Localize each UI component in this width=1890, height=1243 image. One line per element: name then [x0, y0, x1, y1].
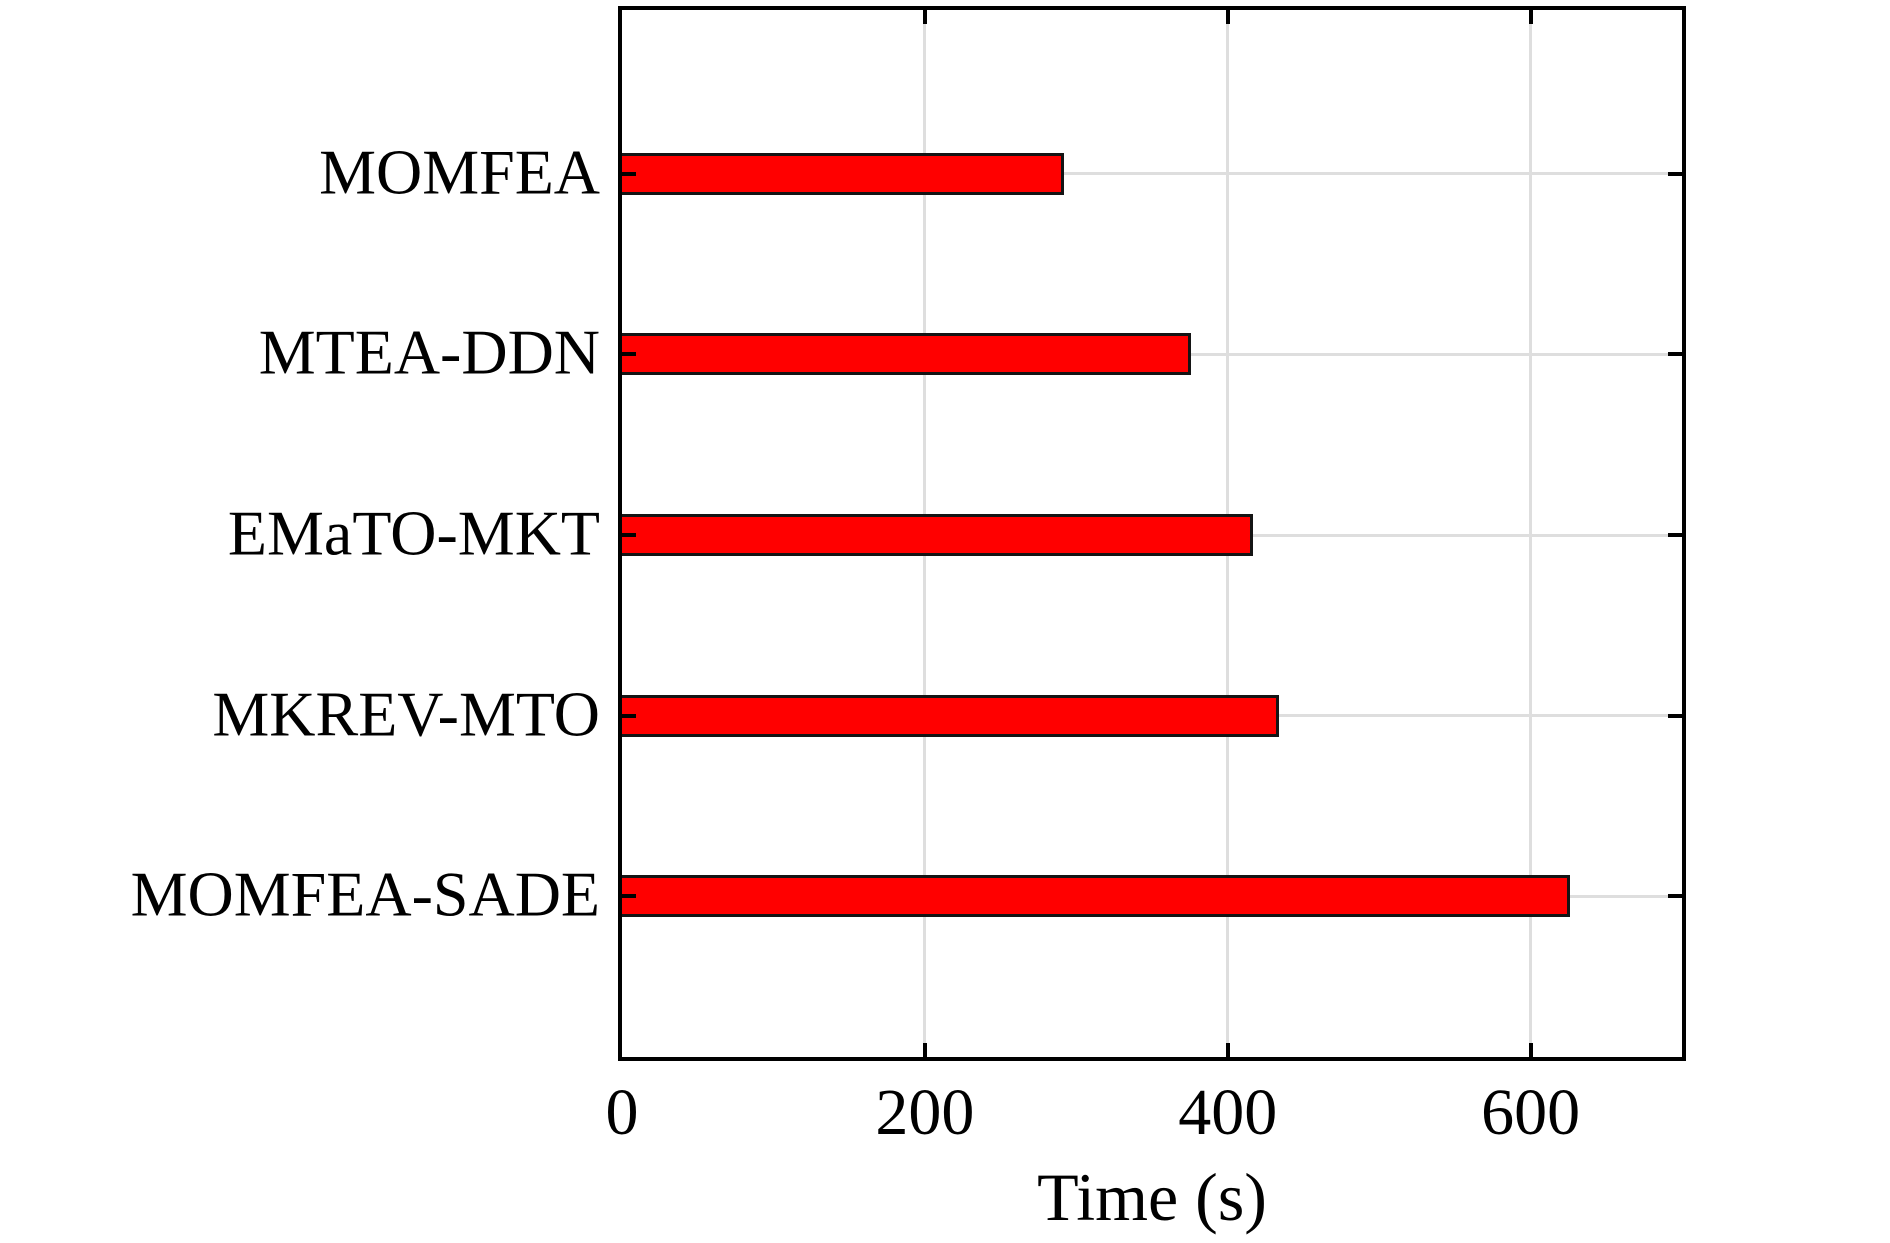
bottom-axis-tick-200 [922, 1043, 927, 1057]
top-axis-tick-200 [922, 10, 927, 24]
bar-momfea [622, 152, 1065, 195]
x-tick-label-0: 0 [605, 1076, 639, 1149]
right-axis-tick-momfea-sade [1668, 894, 1682, 899]
top-axis-tick-400 [1225, 10, 1230, 24]
x-axis-title: Time (s) [1037, 1159, 1267, 1235]
right-axis-tick-mtea-ddn [1668, 352, 1682, 357]
y-category-label-momfea-sade: MOMFEA-SADE [130, 859, 600, 931]
bar-momfea-sade [622, 875, 1570, 918]
plot-area [618, 6, 1686, 1061]
right-axis-tick-emato-mkt [1668, 533, 1682, 538]
gridline-row-momfea [622, 172, 1682, 176]
left-axis-tick-emato-mkt [622, 533, 636, 538]
left-axis-tick-momfea [622, 171, 636, 176]
left-axis-tick-mtea-ddn [622, 352, 636, 357]
gridline-x-600 [1529, 10, 1533, 1057]
left-axis-tick-momfea-sade [622, 894, 636, 899]
top-axis-tick-600 [1528, 10, 1533, 24]
right-axis-tick-momfea [1668, 171, 1682, 176]
bar-mkrev-mto [622, 694, 1280, 737]
bottom-axis-tick-600 [1528, 1043, 1533, 1057]
x-tick-label-400: 400 [1178, 1076, 1278, 1149]
y-category-label-mkrev-mto: MKREV-MTO [212, 678, 600, 750]
y-category-label-momfea: MOMFEA [319, 136, 600, 208]
bar-mtea-ddn [622, 333, 1192, 376]
x-tick-label-600: 600 [1481, 1076, 1581, 1149]
bar-emato-mkt [622, 514, 1254, 557]
y-category-label-emato-mkt: EMaTO-MKT [227, 497, 600, 569]
x-tick-label-200: 200 [875, 1076, 975, 1149]
y-category-label-mtea-ddn: MTEA-DDN [258, 316, 600, 388]
right-axis-tick-mkrev-mto [1668, 713, 1682, 718]
bottom-axis-tick-400 [1225, 1043, 1230, 1057]
left-axis-tick-mkrev-mto [622, 713, 636, 718]
